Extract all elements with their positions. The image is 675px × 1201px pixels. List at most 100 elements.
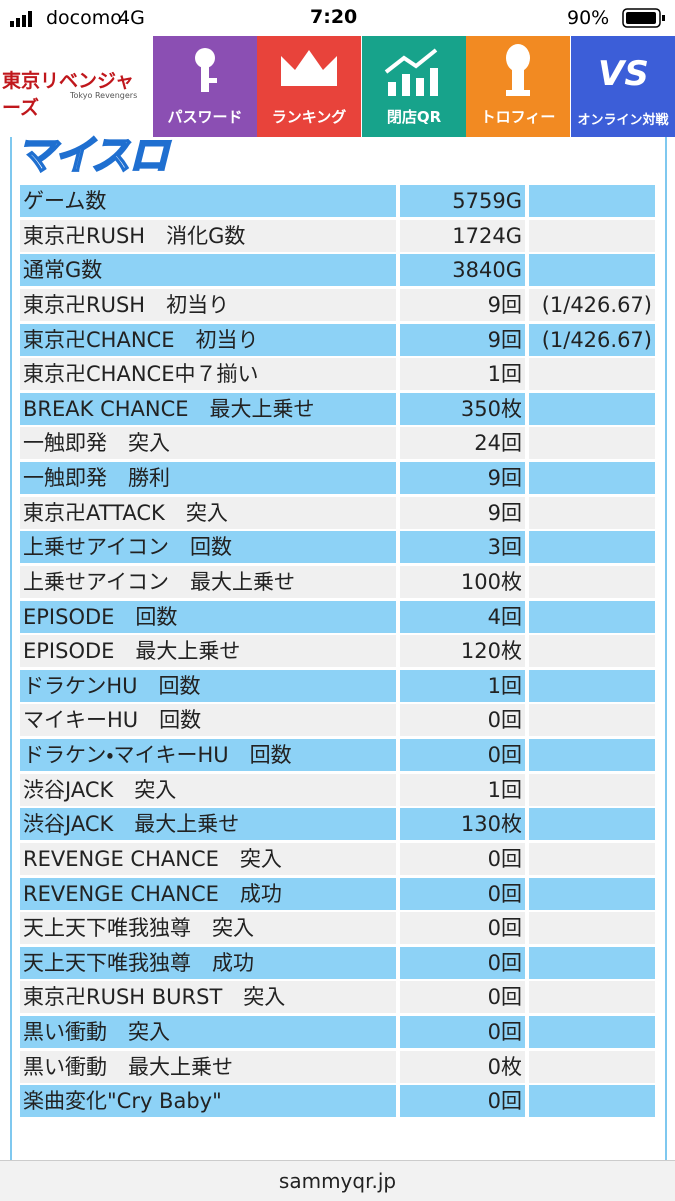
table-cell-label: EPISODE 回数 (20, 600, 396, 633)
table-cell-value: 1回 (400, 358, 525, 391)
table-cell-value: 0枚 (400, 1050, 525, 1083)
table-cell-label: 黒い衝動 突入 (20, 1016, 396, 1049)
table-cell-value: 3840G (400, 254, 525, 287)
table-cell-label: マイキーHU 回数 (20, 704, 396, 737)
table-cell-ratio (529, 462, 655, 495)
table-cell-value: 1回 (400, 669, 525, 702)
table-cell-label: 東京卍RUSH BURST 突入 (20, 981, 396, 1014)
table-cell-ratio (529, 185, 655, 217)
content-frame: マイスロ ゲーム数 5759G 東京卍RUSH 消化G数 1724G 通常G数 3840G… (10, 132, 667, 1160)
table-cell-value: 5759G (400, 185, 525, 217)
battery-icon (622, 8, 665, 28)
table-cell-ratio (529, 739, 655, 772)
table-cell-label: ドラケン・マイキーHU 回数 (20, 739, 396, 772)
table-cell-label: ゲーム数 (20, 185, 396, 217)
chart-icon (384, 48, 438, 96)
nav-trophy[interactable]: トロフィー (466, 36, 570, 137)
table-cell-label: REVENGE CHANCE 突入 (20, 842, 396, 875)
table-cell-label: 通常G数 (20, 254, 396, 287)
url-bar: sammyqr.jp (0, 1160, 675, 1201)
table-cell-label: 黒い衝動 最大上乗せ (20, 1050, 396, 1083)
carrier: docomo (46, 7, 122, 29)
table-cell-value: 0回 (400, 981, 525, 1014)
table-cell-label: 上乗せアイコン 最大上乗せ (20, 565, 396, 598)
table-cell-ratio: (1/426.67) (529, 288, 655, 321)
vs-badge: VS (598, 54, 649, 94)
table-cell-value: 0回 (400, 946, 525, 979)
table-cell-value: 0回 (400, 1085, 525, 1118)
table-cell-ratio (529, 981, 655, 1014)
table-cell-label: 東京卍CHANCE 初当り (20, 323, 396, 356)
nav-online[interactable]: VS オンライン対戦 (571, 36, 675, 137)
logo-sub: Tokyo Revengers (70, 91, 138, 100)
table-cell-label: 東京卍RUSH 初当り (20, 288, 396, 321)
table-cell-value: 130枚 (400, 808, 525, 841)
table-cell-value: 9回 (400, 323, 525, 356)
table-cell-label: 東京卍RUSH 消化G数 (20, 219, 396, 252)
table-cell-ratio (529, 219, 655, 252)
table-cell-value: 0回 (400, 739, 525, 772)
table-cell-label: 東京卍ATTACK 突入 (20, 496, 396, 529)
table-cell-ratio (529, 1050, 655, 1083)
table-cell-ratio (529, 1085, 655, 1118)
table-cell-ratio (529, 600, 655, 633)
trophy-icon (506, 44, 530, 96)
table-cell-ratio (529, 635, 655, 668)
table-cell-ratio: (1/426.67) (529, 323, 655, 356)
url: sammyqr.jp (278, 1169, 397, 1193)
table-cell-label: 一触即発 勝利 (20, 462, 396, 495)
table-cell-value: 4回 (400, 600, 525, 633)
table-cell-value: 350枚 (400, 392, 525, 425)
table-cell-ratio (529, 704, 655, 737)
nav-label: オンライン対戦 (577, 113, 669, 128)
table-cell-ratio (529, 392, 655, 425)
key-icon (195, 48, 217, 92)
table-cell-value: 100枚 (400, 565, 525, 598)
table-cell-ratio (529, 842, 655, 875)
table-cell-value: 1回 (400, 773, 525, 806)
table-cell-value: 120枚 (400, 635, 525, 668)
section-title: マイスロ (15, 132, 170, 180)
table-cell-label: 天上天下唯我独尊 突入 (20, 912, 396, 945)
table-cell-value: 9回 (400, 288, 525, 321)
logo[interactable]: 東京リベンジャーズ Tokyo Revengers (0, 36, 153, 137)
table-cell-label: 渋谷JACK 最大上乗せ (20, 808, 396, 841)
table-cell-ratio (529, 496, 655, 529)
table-cell-value: 0回 (400, 1016, 525, 1049)
table-cell-ratio (529, 946, 655, 979)
nav-label: トロフィー (480, 108, 556, 126)
table-cell-value: 9回 (400, 496, 525, 529)
nav-label: ランキング (271, 108, 347, 126)
nav-ranking[interactable]: ランキング (257, 36, 361, 137)
table-cell-ratio (529, 773, 655, 806)
status-bar: docomo 4G 7:20 90% (0, 0, 675, 36)
table-cell-value: 0回 (400, 877, 525, 910)
table-cell-label: 上乗せアイコン 回数 (20, 531, 396, 564)
table-cell-label: 東京卍CHANCE中７揃い (20, 358, 396, 391)
table-cell-value: 9回 (400, 462, 525, 495)
crown-icon (281, 50, 337, 86)
table-cell-ratio (529, 254, 655, 287)
table-cell-label: 楽曲変化"Cry Baby" (20, 1085, 396, 1118)
table-cell-value: 3回 (400, 531, 525, 564)
table-cell-label: 天上天下唯我独尊 成功 (20, 946, 396, 979)
table-cell-value: 1724G (400, 219, 525, 252)
table-cell-value: 0回 (400, 704, 525, 737)
table-cell-value: 24回 (400, 427, 525, 460)
nav-label: パスワード (167, 108, 243, 126)
time: 7:20 (310, 6, 358, 28)
table-cell-ratio (529, 565, 655, 598)
nav-closing-qr[interactable]: 閉店QR (362, 36, 466, 137)
battery-text: 90% (567, 7, 610, 29)
network: 4G (118, 7, 145, 29)
table-cell-ratio (529, 669, 655, 702)
table-cell-ratio (529, 1016, 655, 1049)
table-cell-ratio (529, 808, 655, 841)
nav-bar: 東京リベンジャーズ Tokyo Revengers パスワード ランキング 閉店… (0, 36, 675, 137)
table-cell-ratio (529, 531, 655, 564)
nav-password[interactable]: パスワード (153, 36, 257, 137)
table-cell-ratio (529, 427, 655, 460)
table-cell-label: 渋谷JACK 突入 (20, 773, 396, 806)
nav-label: 閉店QR (386, 108, 442, 126)
